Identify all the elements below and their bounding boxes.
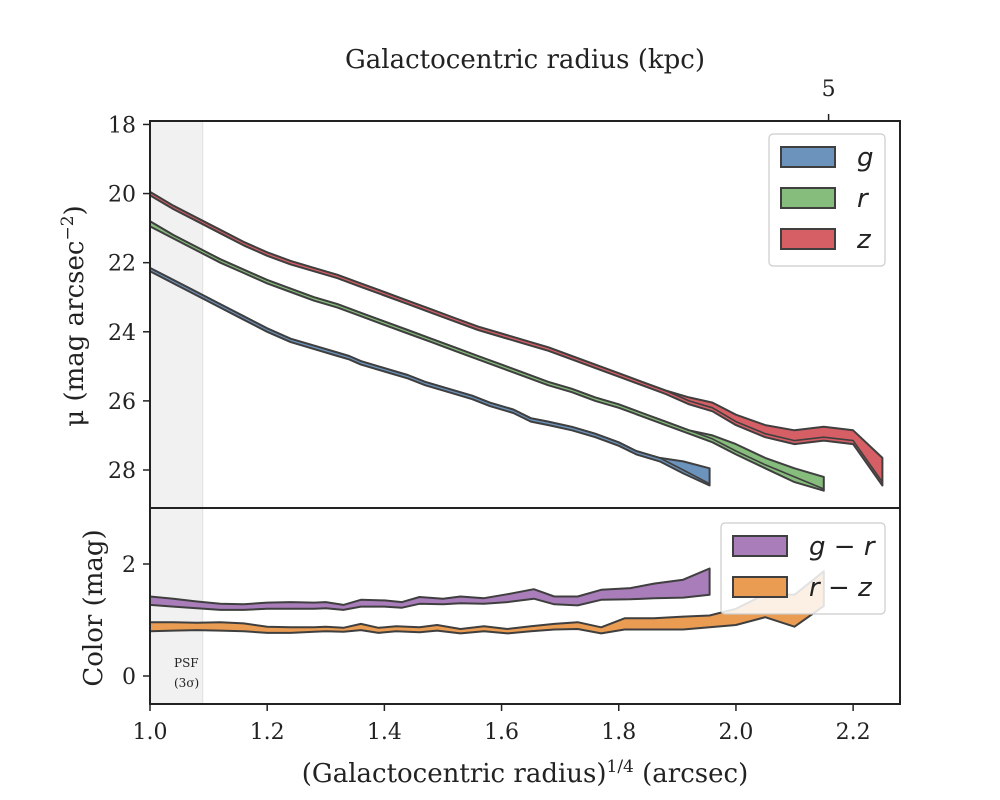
bottom-x-tick-label-6: 2.2	[836, 720, 871, 745]
main-y-axis-title-exponent: −2	[58, 215, 78, 240]
psf-label-line-1: PSF	[174, 656, 199, 670]
main-y-axis-title-base: μ (mag arcsec	[60, 241, 90, 427]
bottom-axis-title-base: (Galactocentric radius)	[302, 759, 607, 789]
main-y-tick-label-22: 22	[108, 252, 136, 277]
bottom-x-tick-label-2: 1.4	[367, 720, 402, 745]
bottom-x-tick-label-1: 1.2	[250, 720, 285, 745]
band-line-z	[150, 191, 884, 483]
main-y-axis-title: μ (mag arcsec−2)	[58, 205, 90, 426]
color-legend: g − r r − z	[720, 522, 886, 615]
main-y-tick-label-26: 26	[108, 390, 136, 415]
main-y-tick-label-20: 20	[108, 183, 136, 208]
bottom-axis-title-exponent: 1/4	[607, 757, 634, 777]
color-y-axis-title: Color (mag)	[79, 529, 109, 686]
main-legend-swatch-2	[780, 228, 836, 250]
main-legend-label-1: r	[857, 184, 870, 214]
band-line-r	[150, 220, 825, 490]
top-x-tick-label-5: 5	[822, 77, 836, 102]
main-legend: grz	[768, 133, 886, 267]
main-y-tick-label-24: 24	[108, 321, 136, 346]
psf-label-line-2: (3σ)	[174, 676, 199, 690]
main-legend-label-0: g	[857, 143, 874, 173]
main-y-tick-label-18: 18	[108, 113, 136, 138]
color-legend-label-0: g − r	[809, 532, 877, 562]
chart-layer: 18202224262851020305075021.01.21.41.61.8…	[108, 77, 901, 745]
color-legend-swatch-0	[732, 535, 788, 557]
bottom-x-tick-label-4: 1.8	[601, 720, 636, 745]
color-y-tick-label-0: 0	[122, 665, 136, 690]
color-legend-label-1: r − z	[809, 573, 873, 603]
bottom-x-tick-label-5: 2.0	[718, 720, 753, 745]
main-y-axis-title-close: )	[60, 205, 90, 215]
color-y-tick-label-2: 2	[122, 553, 136, 578]
psf-region-main	[150, 121, 203, 508]
band-line-g	[150, 267, 710, 485]
main-y-tick-label-28: 28	[108, 459, 136, 484]
bottom-axis-title-unit: (arcsec)	[634, 759, 748, 789]
color-band-0	[150, 567, 711, 611]
main-legend-swatch-1	[780, 187, 836, 209]
bottom-axis-title: (Galactocentric radius)1/4 (arcsec)	[302, 757, 748, 789]
main-series-group	[150, 190, 884, 492]
main-legend-label-2: z	[856, 225, 872, 255]
main-legend-swatch-0	[780, 146, 836, 168]
bottom-x-tick-label-0: 1.0	[133, 720, 168, 745]
top-axis-title: Galactocentric radius (kpc)	[345, 45, 705, 75]
bottom-x-tick-label-3: 1.6	[484, 720, 519, 745]
color-legend-swatch-1	[732, 576, 788, 598]
band-r	[150, 220, 825, 492]
panel-frame-1	[149, 507, 901, 705]
